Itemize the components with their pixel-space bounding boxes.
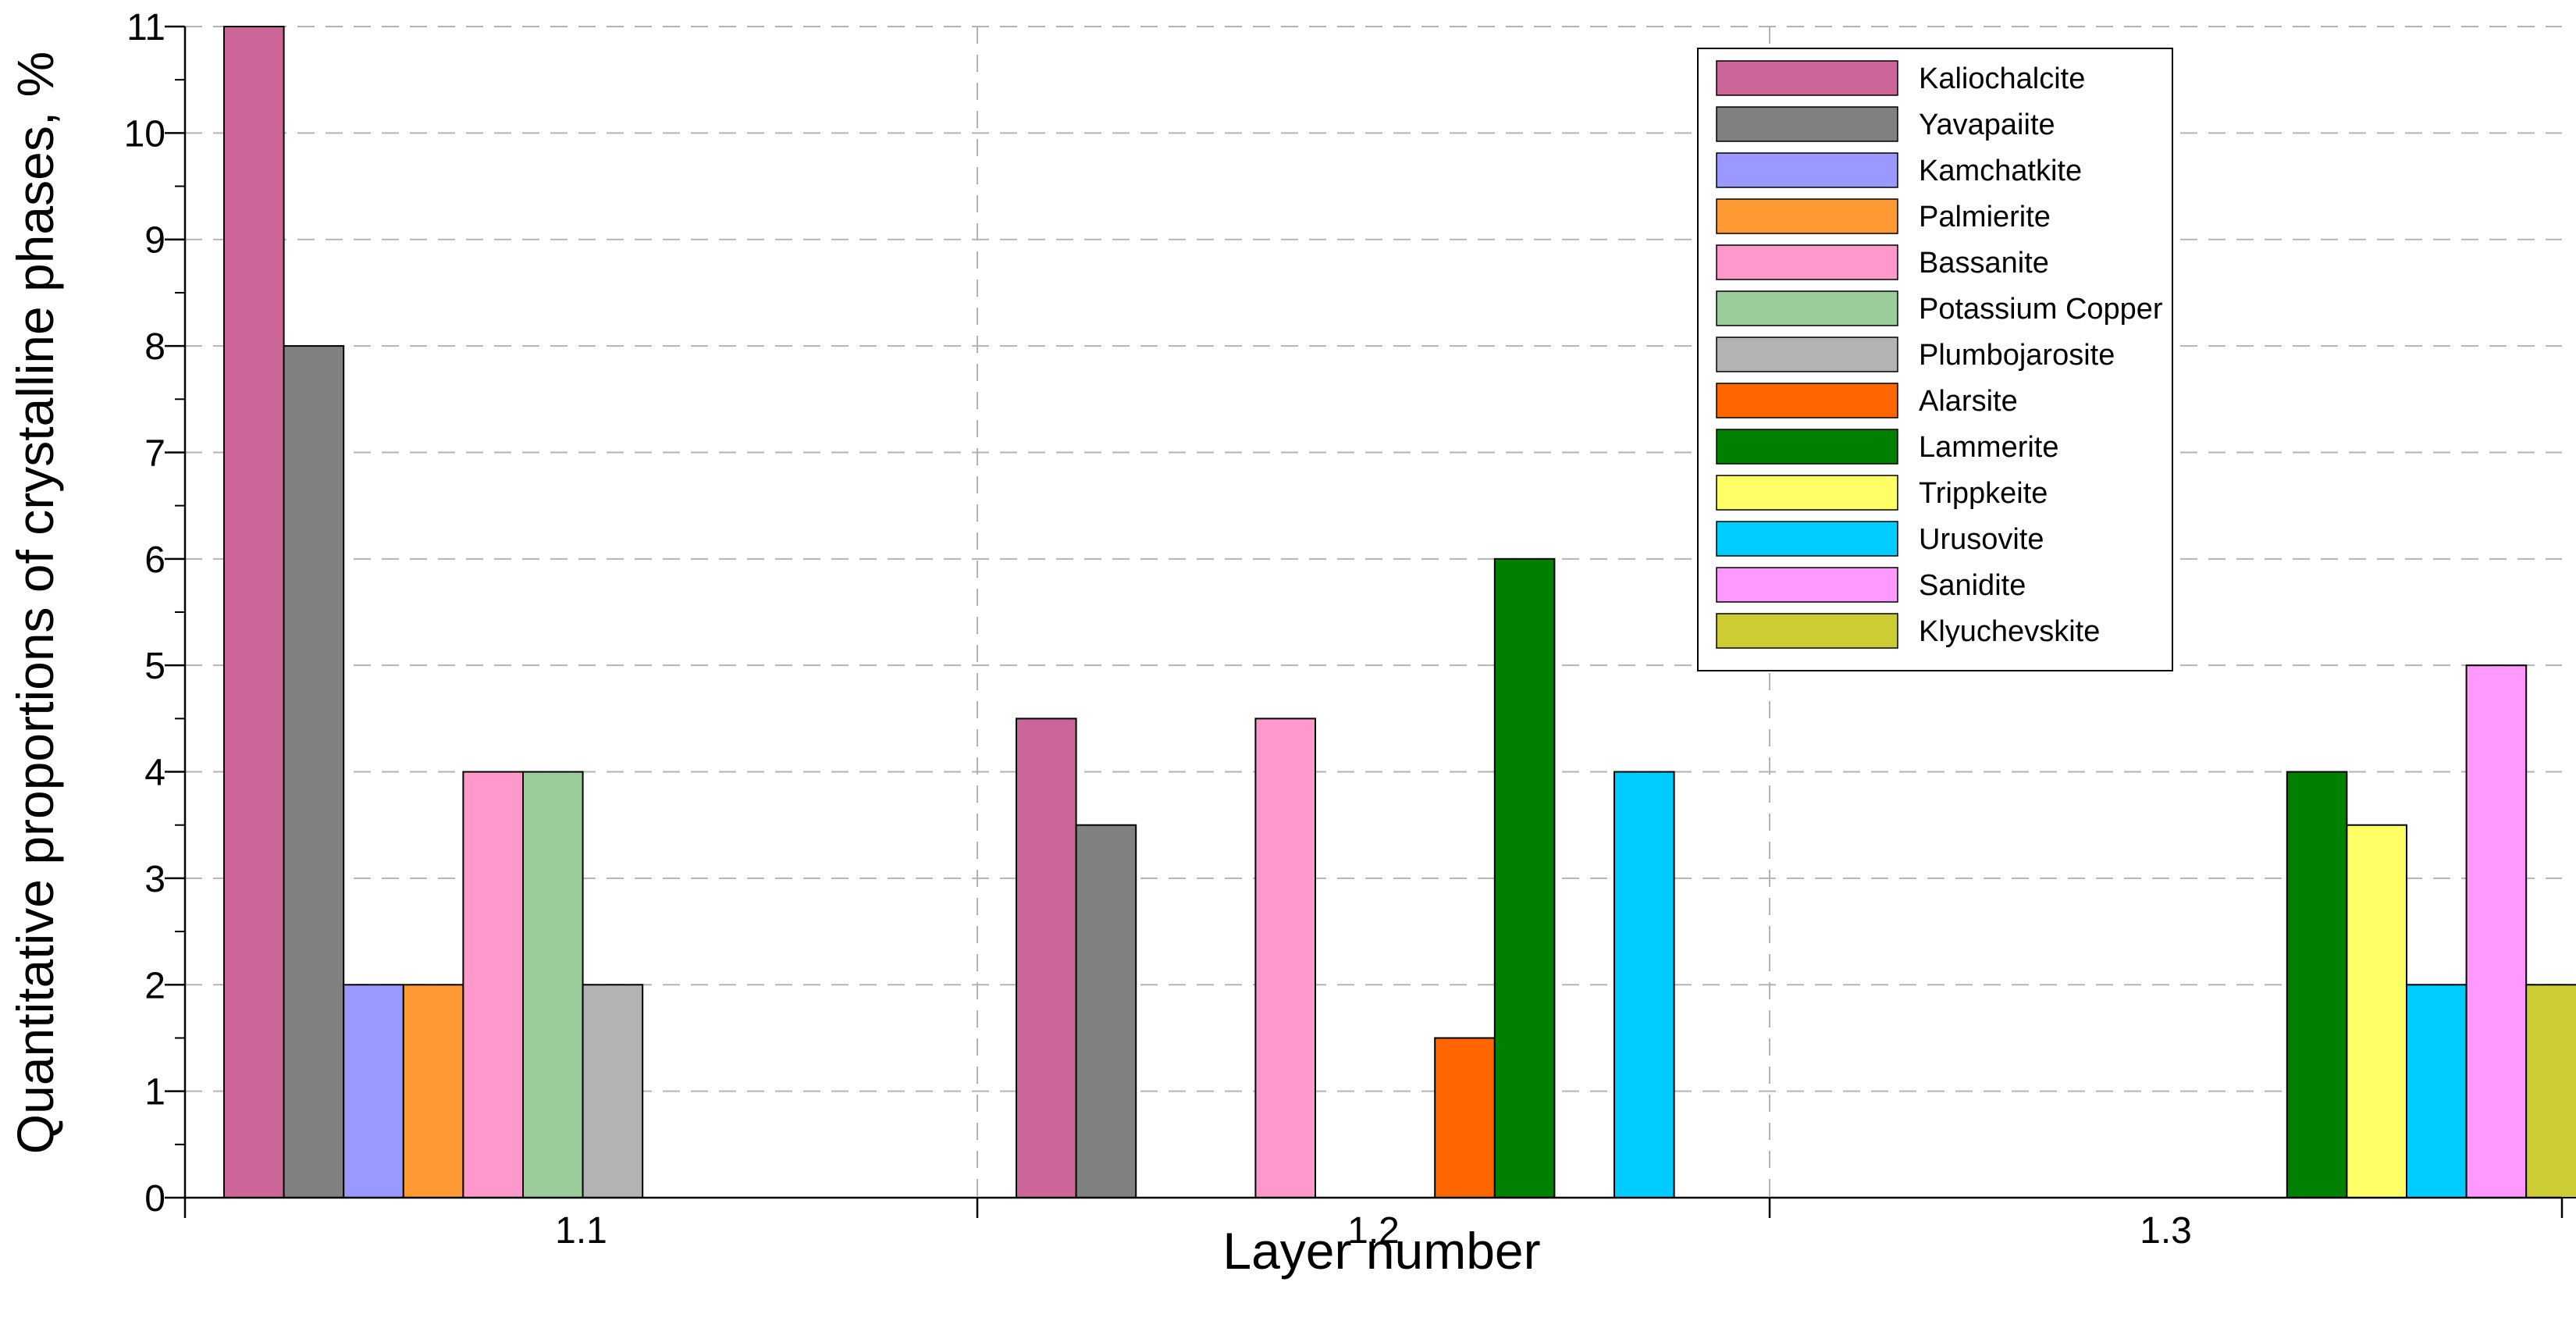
bar [582,984,644,1198]
bars [223,26,2576,1199]
y-axis-title: Quantitative proportions of crystalline … [6,52,64,1154]
bar [2465,664,2528,1198]
bar [402,984,464,1198]
bar [2406,984,2467,1198]
bar [223,26,285,1198]
bar [2525,984,2576,1198]
legend-swatch [1716,244,1898,280]
bar [1614,771,1675,1198]
bar [2346,824,2407,1199]
legend-swatch [1716,106,1898,142]
y-tick-label: 1 [144,1072,165,1113]
y-tick-label: 8 [144,326,165,368]
legend-label: Trippkeite [1919,477,2048,510]
legend-swatch [1716,429,1898,465]
axes [165,25,2564,1218]
legend-label: Kaliochalcite [1919,62,2085,95]
legend-swatch [1716,613,1898,649]
legend-swatch [1716,337,1898,372]
legend-label: Plumbojarosite [1919,339,2115,372]
x-axis-title: Layer number [1222,1222,1540,1280]
legend-label: Lammerite [1919,431,2059,464]
bar [522,771,584,1198]
x-tick-label: 1.3 [2140,1210,2192,1252]
bar [1434,1037,1496,1199]
y-tick-label: 11 [126,7,165,48]
tick-labels: 0 1 2 3 4 5 6 7 8 9 10 11 1.1 1.2 1.3 [124,7,2192,1252]
legend-swatch [1716,198,1898,234]
x-tick-label: 1.2 [1347,1210,1400,1252]
legend-swatch [1716,567,1898,603]
y-tick-label: 0 [144,1178,165,1220]
legend-label: Palmierite [1919,201,2051,233]
legend-label: Klyuchevskite [1919,615,2100,648]
legend-swatch [1716,290,1898,326]
legend: Kaliochalcite Yavapaiite Kamchatkite Palmie… [1697,48,2173,671]
legend-label: Sanidite [1919,569,2026,602]
y-tick-label: 10 [124,113,165,155]
bar [1075,824,1137,1199]
legend-label: Potassium Copper [1919,293,2163,326]
bar [343,984,404,1198]
bar [1493,557,1556,1198]
bar [283,345,345,1198]
y-tick-label: 5 [144,646,165,687]
bar [2286,771,2348,1198]
legend-swatch [1716,152,1898,188]
bar [1254,718,1317,1198]
y-tick-label: 9 [144,220,165,262]
bar [1016,718,1077,1198]
legend-label: Yavapaiite [1919,109,2055,141]
legend-swatch [1716,475,1898,511]
y-tick-label: 3 [144,859,165,900]
legend-label: Urusovite [1919,523,2044,556]
legend-label: Alarsite [1919,385,2018,418]
legend-label: Bassanite [1919,247,2049,280]
y-tick-label: 4 [144,753,165,794]
bar [462,771,525,1198]
legend-swatch [1716,383,1898,418]
legend-label: Kamchatkite [1919,155,2082,187]
legend-swatch [1716,521,1898,557]
y-tick-label: 7 [144,433,165,474]
y-tick-label: 2 [144,965,165,1006]
y-tick-label: 6 [144,540,165,581]
x-tick-label: 1.1 [555,1210,607,1252]
legend-swatch [1716,60,1898,96]
